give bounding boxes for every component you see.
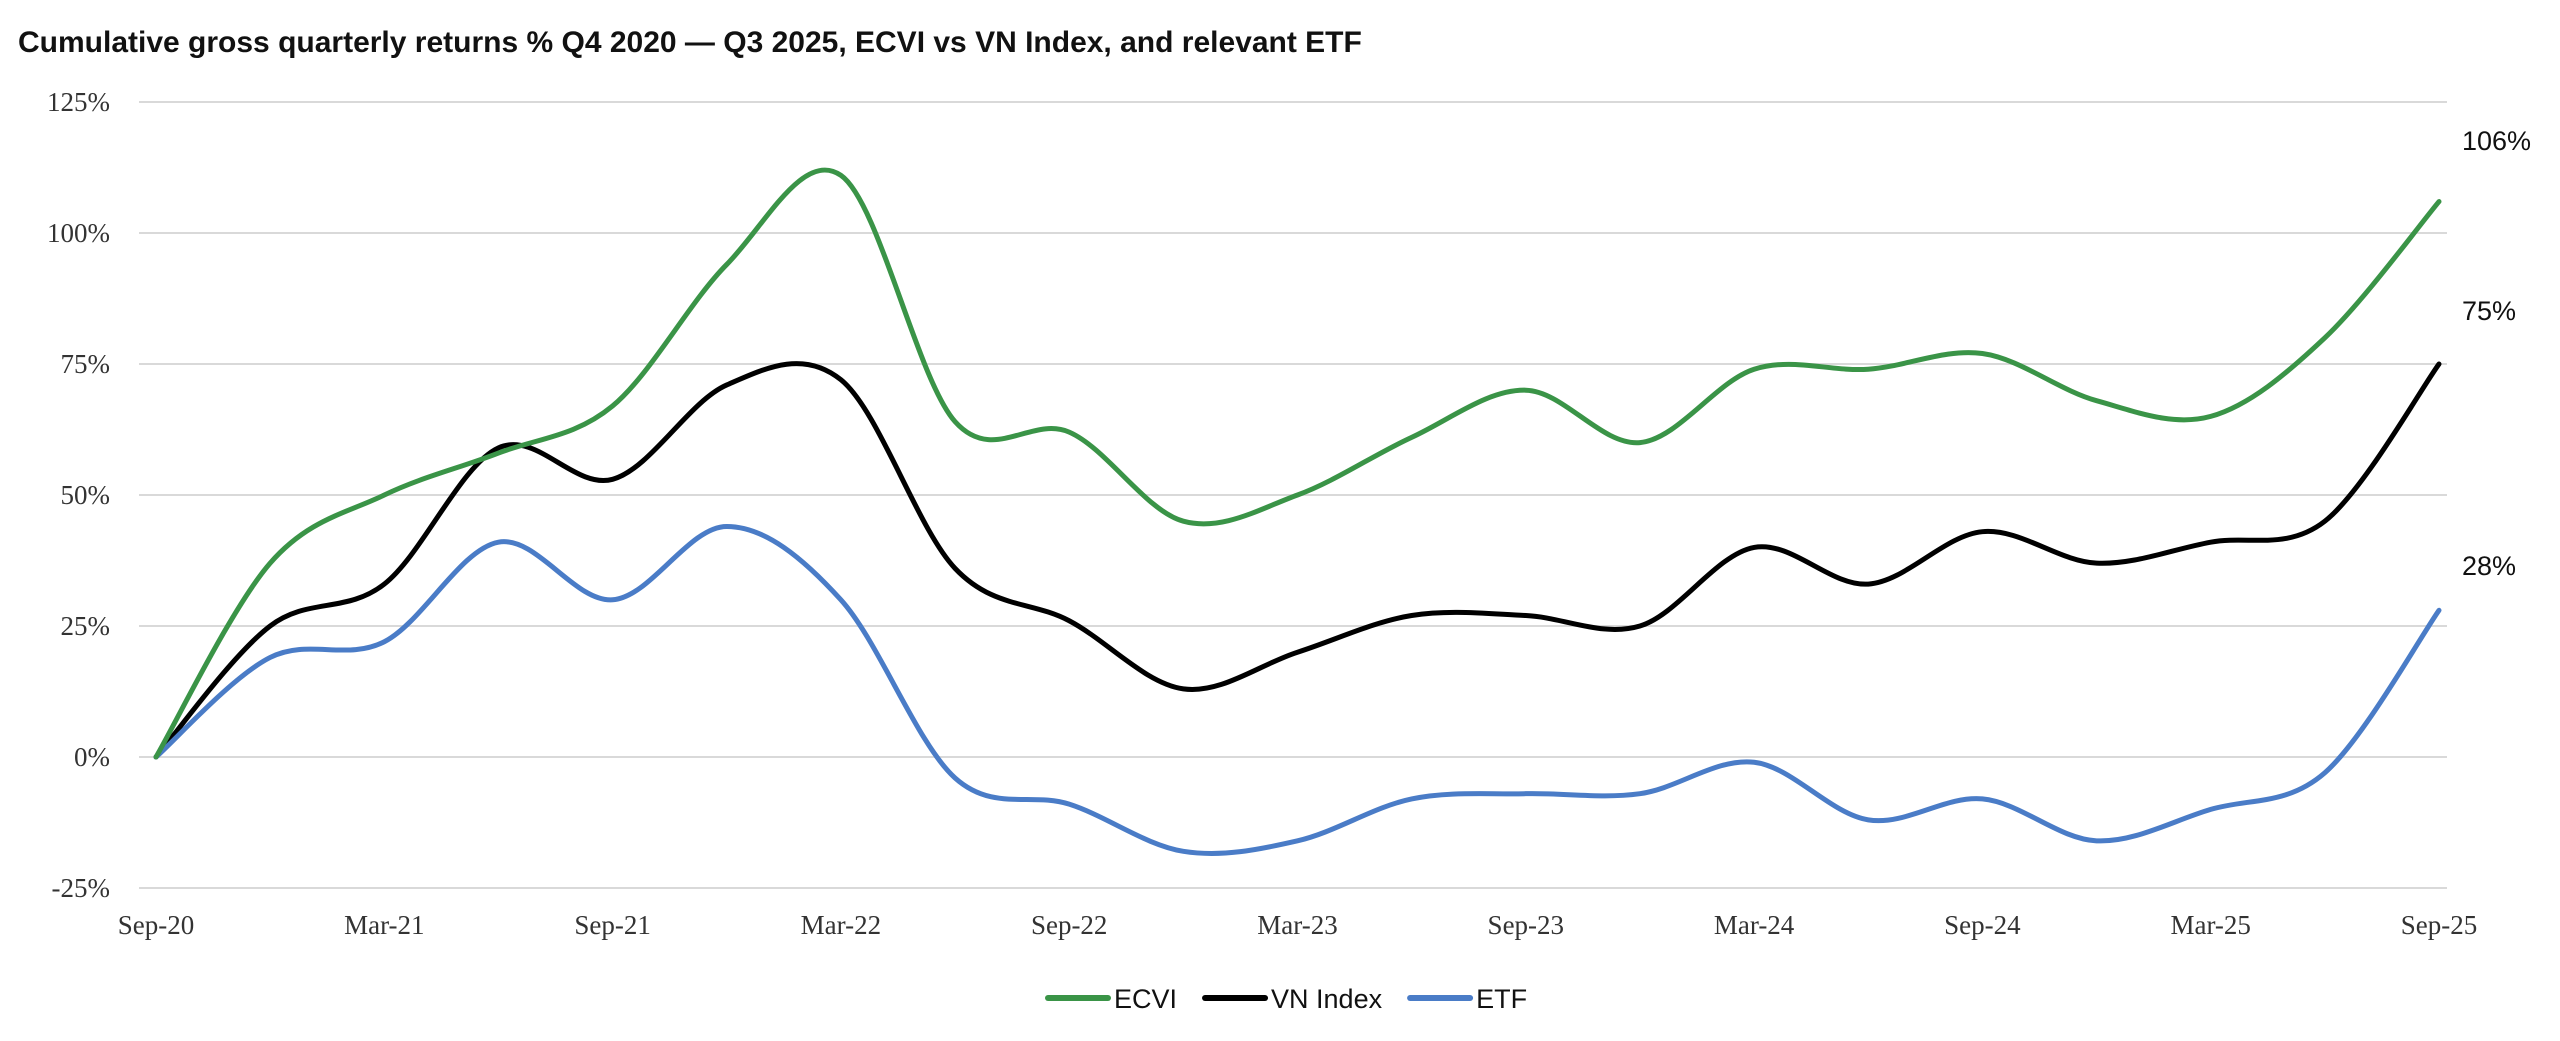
y-tick-label: 125% xyxy=(47,87,110,117)
x-tick-label: Sep-21 xyxy=(574,910,651,940)
y-tick-label: 0% xyxy=(74,742,110,772)
series-lines xyxy=(153,167,2442,856)
series-line-vn-index xyxy=(153,361,2442,760)
x-tick-label: Mar-24 xyxy=(1714,910,1795,940)
x-tick-label: Sep-25 xyxy=(2401,910,2478,940)
legend-label: VN Index xyxy=(1271,984,1383,1014)
x-tick-label: Sep-22 xyxy=(1031,910,1108,940)
x-tick-label: Sep-23 xyxy=(1488,910,1565,940)
chart-title: Cumulative gross quarterly returns % Q4 … xyxy=(18,26,1362,59)
x-tick-label: Mar-21 xyxy=(344,910,424,940)
x-tick-label: Mar-25 xyxy=(2170,910,2250,940)
legend-label: ECVI xyxy=(1114,984,1177,1014)
legend-item[interactable]: ETF xyxy=(1407,984,1527,1014)
y-tick-label: -25% xyxy=(52,873,110,903)
y-tick-label: 25% xyxy=(61,611,111,641)
legend-label: ETF xyxy=(1476,984,1527,1014)
y-tick-label: 100% xyxy=(47,218,110,248)
end-label-etf: 28% xyxy=(2462,551,2516,581)
series-line-etf xyxy=(153,523,2442,856)
y-tick-label: 50% xyxy=(61,480,111,510)
x-tick-label: Mar-22 xyxy=(801,910,881,940)
legend: ECVI VN Index ETF xyxy=(1045,984,1527,1014)
end-labels: 106% 75% 28% xyxy=(2462,126,2531,581)
end-label-vn-index: 75% xyxy=(2462,296,2516,326)
x-tick-label: Sep-20 xyxy=(118,910,195,940)
y-axis-ticks: 125% 100% 75% 50% 25% 0% -25% xyxy=(47,87,110,903)
series-line-ecvi xyxy=(153,167,2442,760)
end-label-ecvi: 106% xyxy=(2462,126,2531,156)
x-axis-ticks: Sep-20 Mar-21 Sep-21 Mar-22 Sep-22 Mar-23 Sep-… xyxy=(118,910,2478,940)
x-tick-label: Mar-23 xyxy=(1257,910,1337,940)
y-tick-label: 75% xyxy=(61,349,111,379)
legend-item[interactable]: VN Index xyxy=(1202,984,1383,1014)
gridlines xyxy=(139,101,2447,889)
legend-item[interactable]: ECVI xyxy=(1045,984,1177,1014)
x-tick-label: Sep-24 xyxy=(1944,910,2021,940)
